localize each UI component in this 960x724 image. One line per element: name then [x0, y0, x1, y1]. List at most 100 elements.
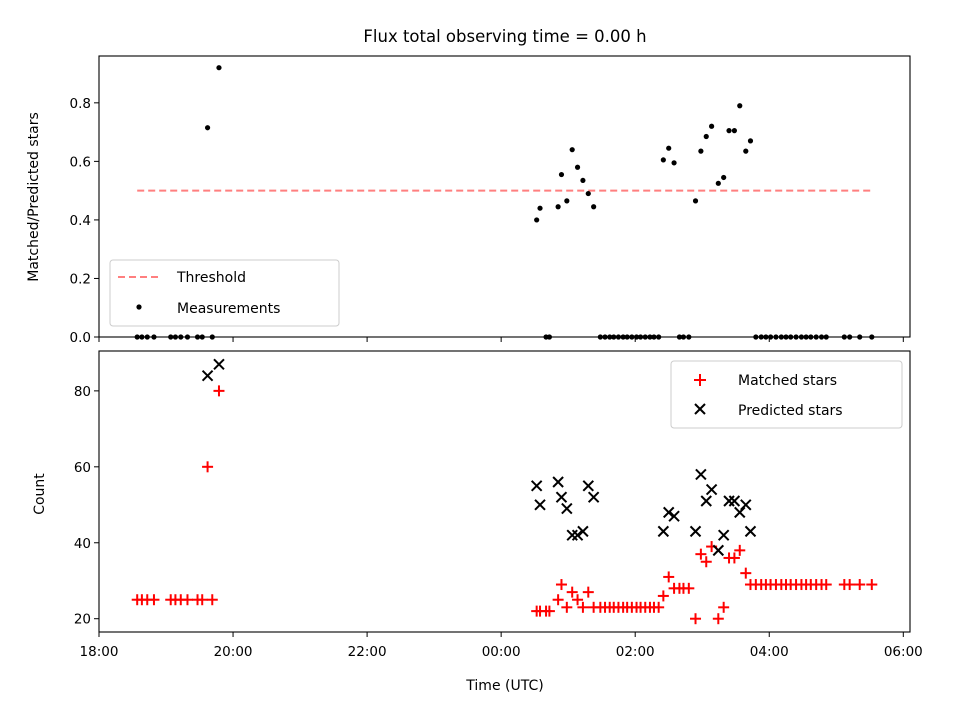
y-tick-label: 20 — [74, 612, 91, 628]
matched-star-point — [566, 586, 578, 598]
matched-star-point — [181, 594, 193, 606]
matched-star-point — [683, 582, 695, 594]
predicted-legend-swatch — [694, 403, 706, 415]
measurement-point — [569, 147, 575, 153]
x-tick-label: 02:00 — [616, 644, 655, 660]
ratio-panel: Flux total observing time = 0.00 h Match… — [26, 27, 911, 346]
predicted-star-point — [717, 529, 730, 541]
y-tick-label: 0.8 — [70, 96, 91, 112]
matched-star-point — [820, 579, 832, 591]
predicted-star-point — [744, 525, 757, 538]
measurement-point — [558, 171, 565, 178]
matched-star-point — [718, 601, 730, 613]
matched-star-point — [866, 579, 878, 591]
predicted-star-point — [582, 480, 594, 492]
y-tick-label: 60 — [74, 460, 91, 476]
matched-star-point — [213, 385, 225, 397]
predicted-star-point — [552, 476, 564, 488]
x-tick-label: 22:00 — [348, 644, 387, 660]
measurement-point — [692, 198, 699, 204]
measurement-point — [585, 190, 591, 197]
predicted-star-point — [700, 495, 712, 507]
measurement-point — [204, 125, 211, 131]
measurements-legend-swatch — [136, 304, 142, 310]
matched-star-point — [148, 594, 160, 606]
matched-star-point — [740, 567, 752, 579]
ratio-legend: Threshold Measurements — [109, 259, 340, 327]
matched-star-point — [543, 605, 555, 617]
predicted-star-point — [561, 502, 573, 515]
matched-star-point — [582, 586, 594, 598]
count-axes-ticks: 20 40 60 80 18:00 20:00 22:00 00:00 02:00 04:00 06… — [74, 384, 923, 660]
count-legend: Matched stars Predicted stars — [670, 360, 903, 429]
predicted-star-point — [740, 499, 752, 511]
measurement-point — [721, 174, 727, 181]
measurement-point — [709, 123, 715, 129]
measurement-point — [703, 133, 709, 140]
measurement-point — [216, 65, 222, 71]
count-y-axis-label: Count — [32, 473, 48, 515]
predicted-star-point — [571, 529, 584, 541]
count-plot-marks — [131, 358, 878, 625]
measurement-point — [698, 148, 704, 154]
predicted-legend-label: Predicted stars — [738, 403, 843, 419]
predicted-star-point — [577, 525, 589, 538]
matched-star-point — [663, 571, 675, 583]
measurements-legend-label: Measurements — [177, 301, 280, 317]
predicted-star-point — [668, 510, 680, 522]
ratio-legend-box — [109, 259, 340, 327]
x-tick-label: 00:00 — [482, 644, 521, 660]
matched-star-point — [844, 579, 856, 591]
predicted-star-point — [695, 468, 707, 481]
measurement-point — [564, 198, 570, 204]
predicted-star-point — [657, 525, 670, 538]
matched-legend-label: Matched stars — [738, 373, 837, 389]
predicted-star-point — [734, 506, 746, 519]
matched-star-point — [734, 544, 746, 556]
chart-title: Flux total observing time = 0.00 h — [363, 27, 646, 46]
predicted-star-point — [213, 358, 225, 370]
y-tick-label: 80 — [74, 384, 91, 400]
measurement-point — [534, 217, 540, 223]
matched-star-point — [653, 601, 665, 613]
count-legend-box — [670, 360, 903, 429]
matched-star-point — [561, 601, 573, 613]
matched-legend-swatch — [694, 374, 706, 386]
x-tick-label: 04:00 — [750, 644, 789, 660]
y-tick-label: 0.4 — [70, 213, 91, 229]
matched-star-point — [854, 579, 866, 591]
measurement-point — [591, 204, 597, 210]
matched-star-point — [555, 579, 567, 591]
ratio-axes-ticks: 0.0 0.2 0.4 0.6 0.8 — [70, 96, 904, 346]
threshold-legend-label: Threshold — [176, 270, 246, 286]
measurement-point — [737, 103, 743, 109]
measurement-point — [731, 128, 737, 134]
y-tick-label: 0.2 — [70, 271, 91, 287]
y-tick-label: 0.0 — [70, 330, 91, 346]
predicted-star-point — [705, 483, 718, 496]
x-tick-label: 06:00 — [884, 644, 923, 660]
matched-star-point — [206, 594, 218, 606]
matched-star-point — [552, 594, 564, 606]
predicted-star-point — [587, 491, 600, 503]
measurement-point — [671, 160, 677, 166]
predicted-star-point — [663, 506, 675, 519]
measurement-point — [555, 204, 561, 210]
matched-star-point — [577, 601, 589, 613]
y-tick-label: 40 — [74, 536, 91, 552]
predicted-star-point — [689, 525, 702, 538]
predicted-star-point — [530, 480, 543, 492]
measurement-point — [574, 164, 581, 170]
matched-star-point — [572, 594, 584, 606]
predicted-star-point — [534, 499, 546, 511]
measurement-point — [743, 148, 749, 154]
measurement-point — [580, 177, 586, 184]
time-x-axis-label: Time (UTC) — [465, 678, 543, 694]
measurement-point — [666, 145, 672, 151]
matched-star-point — [712, 613, 724, 625]
matched-star-point — [690, 613, 702, 625]
matched-star-point — [657, 590, 669, 602]
predicted-star-point — [712, 544, 725, 557]
y-tick-label: 0.6 — [70, 154, 91, 170]
